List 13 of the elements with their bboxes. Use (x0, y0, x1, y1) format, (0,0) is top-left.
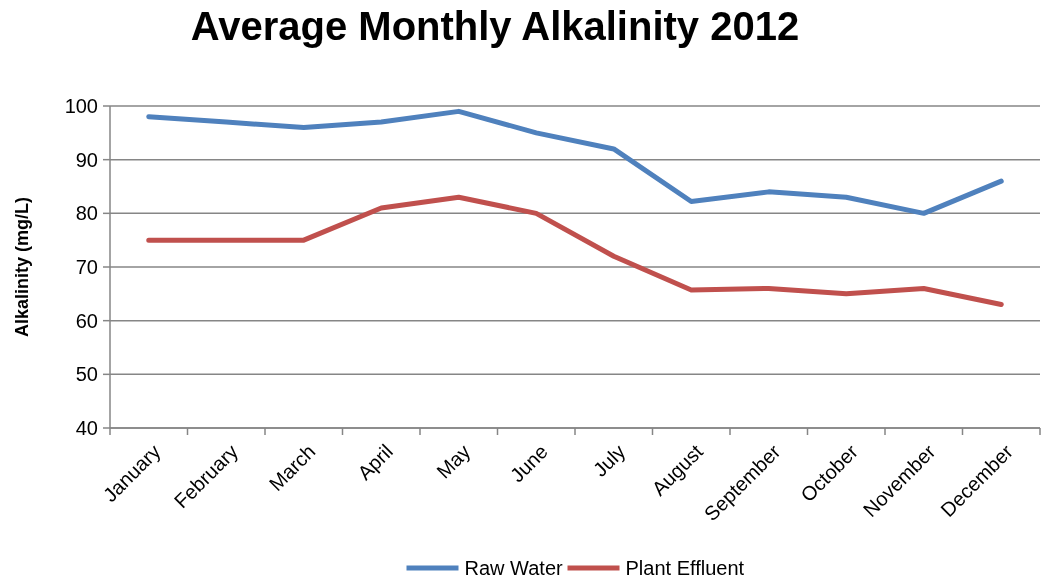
y-tick-label: 70 (75, 256, 98, 278)
y-tick-label: 40 (75, 417, 98, 439)
x-tick-label: May (432, 440, 475, 483)
y-tick-label: 90 (75, 148, 98, 171)
y-tick-label: 80 (75, 202, 98, 225)
chart-title: Average Monthly Alkalinity 2012 (190, 4, 800, 48)
x-tick-label: July (588, 440, 630, 481)
y-tick-label: 60 (75, 309, 98, 332)
y-axis-title: Alkalinity (mg/L) (12, 196, 32, 338)
legend-label: Raw Water (464, 557, 563, 579)
y-tick-label: 50 (75, 363, 98, 386)
legend-label: Plant Effluent (625, 557, 745, 579)
y-tick-label: 100 (64, 95, 98, 117)
